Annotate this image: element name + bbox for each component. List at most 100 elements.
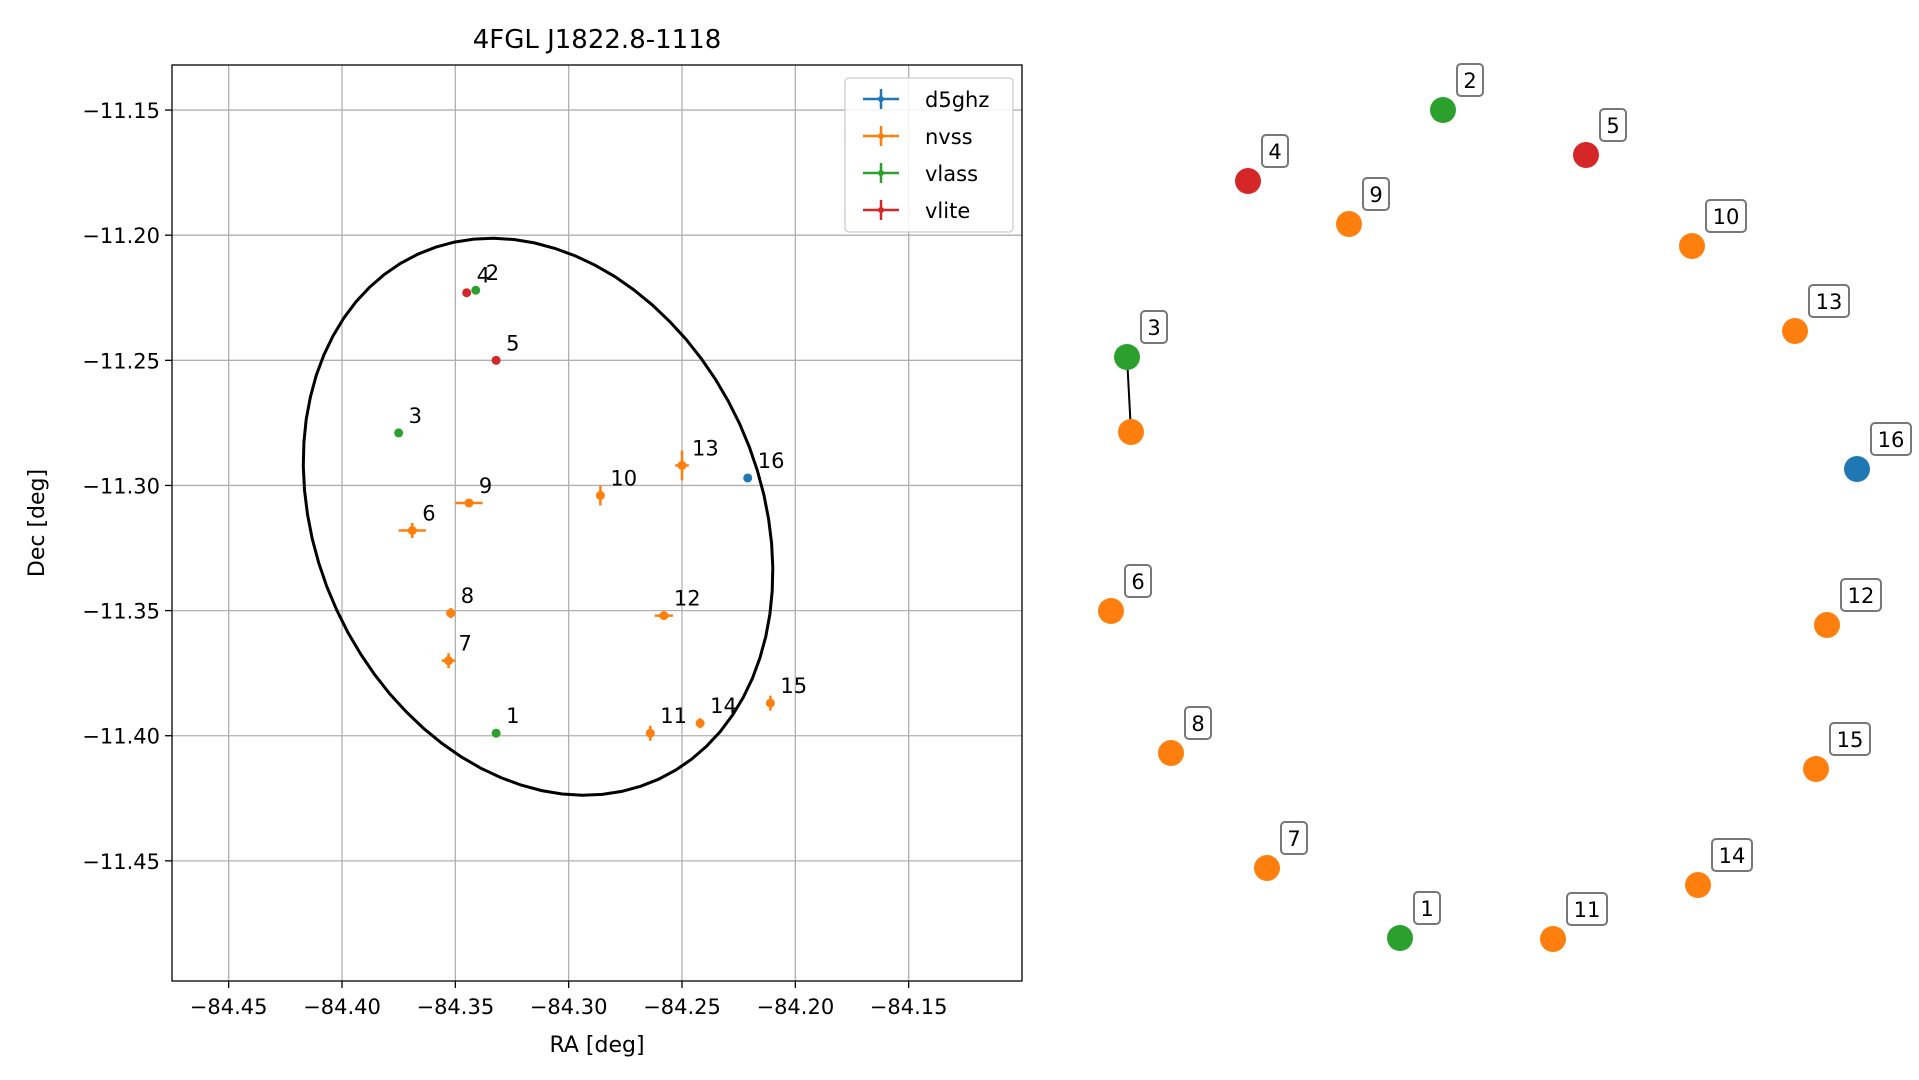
data-point-10: 10 bbox=[595, 466, 637, 506]
label-badge bbox=[1566, 892, 1608, 926]
label-badge-text: 14 bbox=[1719, 844, 1746, 868]
label-badge bbox=[1184, 706, 1212, 740]
layout-point-7: 7 bbox=[1254, 821, 1308, 881]
layout-point-15: 15 bbox=[1803, 722, 1871, 782]
legend-entry-d5ghz: d5ghz bbox=[863, 88, 989, 112]
layout-point-marker bbox=[1430, 97, 1456, 123]
label-badge-text: 13 bbox=[1816, 290, 1843, 314]
layout-point-16: 16 bbox=[1844, 422, 1912, 482]
label-badge-text: 8 bbox=[1191, 712, 1204, 736]
layout-point-marker bbox=[1387, 925, 1413, 951]
layout-point-2: 2 bbox=[1430, 63, 1484, 123]
point-label: 8 bbox=[461, 584, 474, 608]
label-badge bbox=[1840, 578, 1882, 612]
layout-point-marker bbox=[1235, 168, 1261, 194]
label-badge-text: 6 bbox=[1131, 570, 1144, 594]
data-point-11: 11 bbox=[645, 704, 687, 741]
label-badge-text: 5 bbox=[1606, 114, 1619, 138]
label-badge-text: 11 bbox=[1574, 898, 1601, 922]
point-marker bbox=[462, 288, 472, 298]
point-label: 14 bbox=[710, 694, 737, 718]
label-badge-text: 4 bbox=[1268, 140, 1281, 164]
layout-point-10: 10 bbox=[1679, 199, 1747, 259]
point-marker bbox=[595, 490, 605, 500]
data-point-5: 5 bbox=[491, 331, 520, 365]
x-tick-label: −84.20 bbox=[756, 995, 834, 1019]
layout-point-11: 11 bbox=[1540, 892, 1608, 952]
y-tick-label: −11.15 bbox=[82, 99, 160, 123]
data-point-6: 6 bbox=[398, 502, 436, 539]
label-badge bbox=[1705, 199, 1747, 233]
label-badge bbox=[1280, 821, 1308, 855]
layout-point-marker bbox=[1336, 211, 1362, 237]
point-label: 15 bbox=[780, 674, 807, 698]
label-badge-text: 9 bbox=[1369, 183, 1382, 207]
layout-point-1: 1 bbox=[1387, 891, 1441, 951]
chart-title: 4FGL J1822.8-1118 bbox=[473, 25, 722, 55]
y-tick-label: −11.30 bbox=[82, 474, 160, 498]
label-badge bbox=[1261, 134, 1289, 168]
label-badge-text: 15 bbox=[1837, 728, 1864, 752]
label-badge bbox=[1711, 838, 1753, 872]
x-tick-label: −84.40 bbox=[303, 995, 381, 1019]
point-label: 9 bbox=[479, 474, 492, 498]
x-tick-label: −84.15 bbox=[870, 995, 948, 1019]
layout-point-6: 6 bbox=[1098, 564, 1152, 624]
point-label: 7 bbox=[459, 632, 472, 656]
data-point-2: 2 bbox=[471, 261, 499, 295]
y-tick-label: −11.40 bbox=[82, 725, 160, 749]
legend-entry-vlite: vlite bbox=[863, 199, 970, 223]
layout-point-8: 8 bbox=[1158, 706, 1212, 766]
data-point-14: 14 bbox=[695, 694, 737, 729]
legend-swatch-dot bbox=[878, 96, 884, 102]
y-ticks: −11.15 −11.20 −11.25 −11.30 −11.35 −11.40 −11.… bbox=[82, 99, 172, 874]
point-label: 16 bbox=[758, 449, 785, 473]
point-label: 5 bbox=[506, 331, 519, 355]
x-tick-label: −84.45 bbox=[190, 995, 268, 1019]
confidence-ellipse-layer bbox=[301, 236, 775, 797]
data-point-3: 3 bbox=[394, 404, 422, 438]
data-point-15: 15 bbox=[765, 674, 807, 711]
x-ticks: −84.45 −84.40 −84.35 −84.30 −84.25 −84.20 −84.… bbox=[190, 981, 948, 1019]
x-tick-label: −84.30 bbox=[530, 995, 608, 1019]
legend-entry-vlass: vlass bbox=[863, 162, 978, 186]
point-label: 6 bbox=[422, 502, 435, 526]
point-label: 4 bbox=[477, 264, 490, 288]
label-badge bbox=[1829, 722, 1871, 756]
label-badge-text: 10 bbox=[1713, 205, 1740, 229]
label-badge bbox=[1870, 422, 1912, 456]
layout-point-marker bbox=[1803, 756, 1829, 782]
point-marker bbox=[394, 428, 404, 438]
layout-point-marker bbox=[1254, 855, 1280, 881]
point-marker bbox=[677, 460, 687, 470]
point-marker bbox=[645, 728, 655, 738]
x-tick-label: −84.25 bbox=[643, 995, 721, 1019]
plot-border bbox=[171, 64, 1023, 982]
layout-point-12: 12 bbox=[1814, 578, 1882, 638]
legend-swatch-dot bbox=[878, 207, 884, 213]
layout-point-14: 14 bbox=[1685, 838, 1753, 898]
legend-swatch-dot bbox=[878, 170, 884, 176]
layout-point-marker bbox=[1540, 926, 1566, 952]
layout-point-5: 5 bbox=[1573, 108, 1627, 168]
layout-point-marker bbox=[1098, 598, 1124, 624]
data-point-13: 13 bbox=[675, 436, 719, 481]
label-badge-text: 7 bbox=[1287, 827, 1300, 851]
label-badge bbox=[1140, 310, 1168, 344]
legend-label: nvss bbox=[925, 125, 973, 149]
point-marker bbox=[407, 526, 417, 536]
layout-point-marker bbox=[1844, 456, 1870, 482]
y-tick-label: −11.20 bbox=[82, 224, 160, 248]
grid bbox=[172, 65, 1022, 981]
data-point-4: 4 bbox=[462, 264, 490, 298]
data-point-8: 8 bbox=[446, 584, 474, 619]
y-tick-label: −11.45 bbox=[82, 850, 160, 874]
y-tick-label: −11.35 bbox=[82, 600, 160, 624]
y-axis-label: Dec [deg] bbox=[25, 469, 50, 577]
legend: d5ghz nvss vlass vlite bbox=[844, 77, 1014, 233]
point-marker bbox=[743, 473, 753, 483]
data-point-12: 12 bbox=[654, 587, 701, 621]
point-marker bbox=[471, 285, 481, 295]
